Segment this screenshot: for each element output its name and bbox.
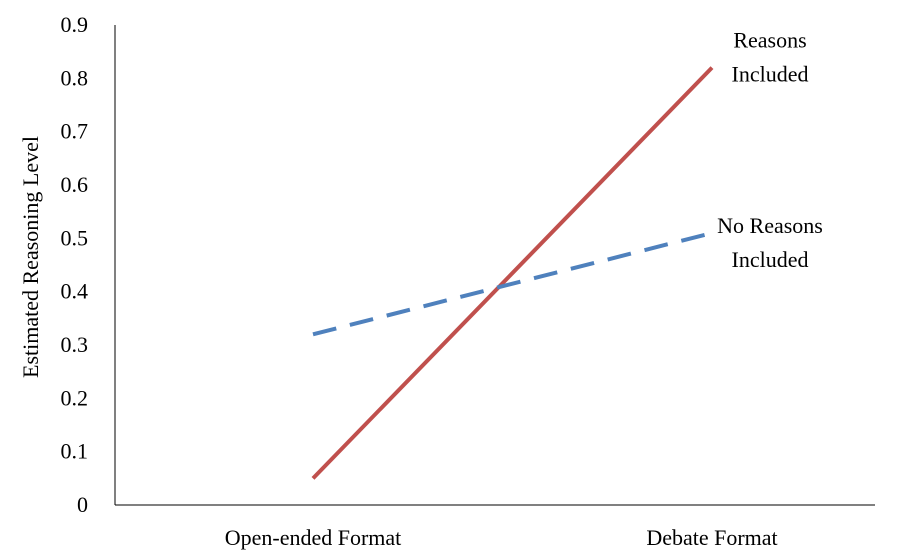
- axes: [114, 25, 875, 506]
- y-tick-label: 0: [77, 492, 88, 517]
- y-axis-title: Estimated Reasoning Level: [18, 136, 43, 378]
- y-tick-labels: 0 0.1 0.2 0.3 0.4 0.5 0.6 0.7 0.8 0.9: [61, 12, 89, 517]
- series-lines: [311, 66, 714, 480]
- x-category-labels: Open-ended Format Debate Format: [225, 525, 778, 550]
- series-line-1: [311, 66, 714, 480]
- y-tick-label: 0.7: [61, 119, 89, 144]
- y-tick-label: 0.4: [61, 279, 89, 304]
- series-label-line: Included: [732, 247, 809, 272]
- series-label-line: Reasons: [733, 28, 806, 53]
- y-tick-label: 0.1: [61, 439, 89, 464]
- series-label-line: Included: [732, 62, 809, 87]
- y-tick-label: 0.5: [61, 225, 89, 250]
- series-label-line: No Reasons: [717, 213, 823, 238]
- x-category-label: Open-ended Format: [225, 525, 402, 550]
- y-tick-label: 0.8: [61, 65, 89, 90]
- series-line-2: [312, 231, 713, 337]
- y-tick-label: 0.9: [61, 12, 89, 37]
- y-tick-label: 0.2: [61, 385, 89, 410]
- y-tick-label: 0.6: [61, 172, 89, 197]
- series-labels: Reasons Included No Reasons Included: [717, 28, 823, 272]
- x-category-label: Debate Format: [646, 525, 777, 550]
- series-label-1: Reasons Included: [732, 28, 809, 87]
- y-tick-label: 0.3: [61, 332, 89, 357]
- series-label-2: No Reasons Included: [717, 213, 823, 272]
